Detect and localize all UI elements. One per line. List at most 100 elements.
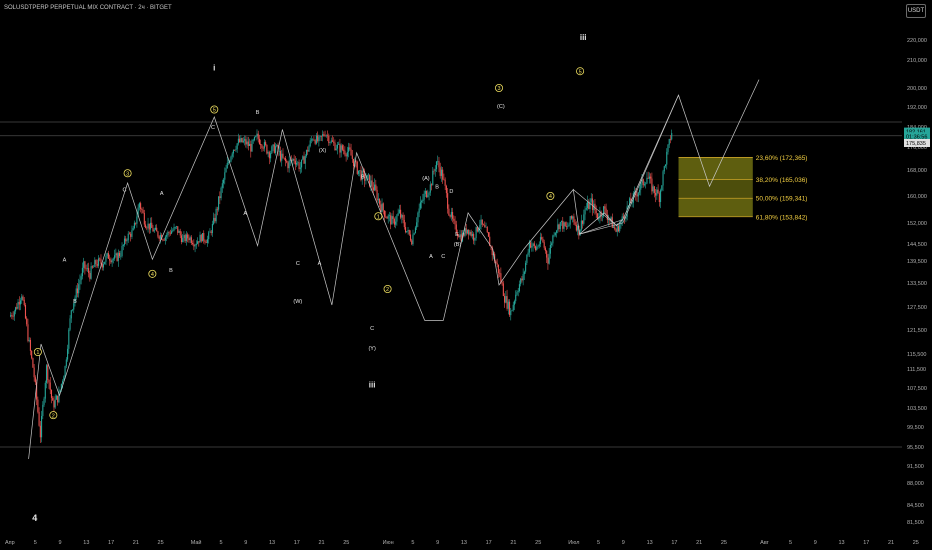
candle-body [411,240,413,245]
wave-label: 2 [386,287,389,293]
y-tick-label: 127,500 [907,305,927,311]
candle-body [512,304,514,311]
candle-body [281,153,283,161]
candle-body [69,318,71,330]
candle-body [546,250,548,258]
fib-level-label: 38,20% (165,036) [756,177,808,184]
candle-body [141,209,143,211]
candle-body [336,144,339,149]
candle-body [267,152,269,154]
candle-body [351,155,353,159]
candle-body [533,243,535,247]
x-tick-label: 9 [244,540,247,546]
candle-body [504,296,506,303]
candle-body [641,179,643,184]
candle-body [188,238,190,240]
candle-body [588,201,590,210]
candle-body [154,227,157,230]
candle-body [152,227,154,232]
candle-body [453,218,455,221]
candle-body [58,391,60,403]
candle-body [643,184,646,186]
candle-body [507,301,509,309]
x-tick-label: Авг [760,540,769,546]
candle-body [319,135,321,138]
wave-label: C [211,125,215,131]
candle-body [573,216,575,223]
candle-body [146,227,148,229]
candle-body [232,149,235,154]
wave-label-circle [49,411,58,420]
candle-body [55,395,57,400]
candle-body [348,147,350,152]
candle-body [333,141,335,143]
y-tick-label: 176,000 [907,145,927,151]
candle-body [667,144,669,152]
candle-body [190,237,192,243]
candle-body [390,215,392,225]
candle-body [560,220,563,223]
candle-body [543,242,545,248]
candle-body [523,271,525,275]
candle-body [620,221,622,225]
candle-body [289,159,291,161]
wave-label: iii [580,33,587,42]
candle-body [179,231,181,236]
x-tick-label: Июл [568,540,579,546]
candle-body [223,179,225,184]
candle-body [652,186,654,192]
candle-body [231,153,233,157]
wave-label: A [318,261,322,267]
candle-body [616,226,618,232]
candle-body [84,261,86,269]
wave-label-circle [495,84,504,93]
candle-body [147,223,149,228]
fib-zone [678,179,753,199]
candle-body [484,225,486,228]
candle-body [589,201,591,210]
x-tick-label: 25 [913,540,919,546]
x-tick-label: 9 [59,540,62,546]
candle-body [128,233,131,235]
candle-body [198,241,200,243]
currency-button[interactable]: USDT [906,4,926,18]
candle-body [27,324,29,341]
candle-body [99,258,101,260]
candle-body [199,234,201,243]
candle-body [601,216,603,217]
candle-body [554,232,556,235]
candle-body [367,174,369,176]
candle-body [74,297,76,304]
candle-body [631,202,633,204]
candle-body [502,283,504,297]
candle-body [516,292,518,295]
candle-body [473,234,475,241]
candle-body [157,231,159,237]
candle-body [126,240,128,242]
candle-body [397,213,399,216]
candle-body [392,216,394,219]
candle-body [574,222,576,225]
candle-body [423,193,425,200]
wave-label: D [449,189,453,195]
candle-body [215,208,217,222]
candle-body [153,229,155,232]
candle-body [617,226,620,232]
candle-body [412,234,414,245]
candle-body [357,170,360,174]
candle-body [500,273,502,282]
candle-body [258,138,261,145]
candle-body [338,143,340,145]
candle-body [71,309,74,311]
candle-body [213,217,215,225]
candle-body [96,264,98,266]
candle-body [404,227,407,233]
candle-body [11,315,13,317]
candle-body [275,146,277,153]
candle-body [534,246,537,250]
candle-body [287,162,289,169]
candle-body [76,288,79,294]
candle-body [278,150,280,152]
candle-body [658,193,660,203]
